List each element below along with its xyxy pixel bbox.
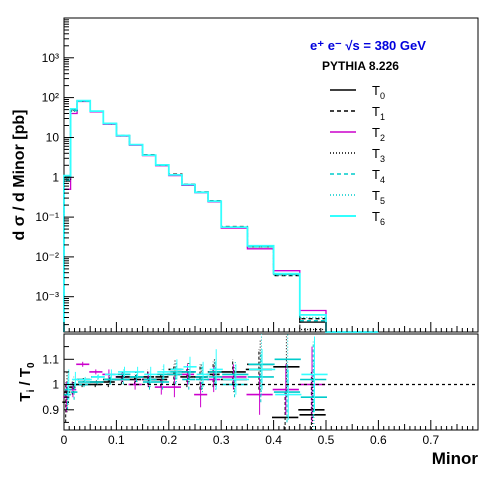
legend-label-T4: T4 <box>372 167 385 185</box>
main-histograms <box>63 99 379 333</box>
main-y-tick-label: 10⁻¹ <box>35 210 59 224</box>
legend-label-T1: T1 <box>372 104 385 122</box>
x-ticks: 0 0.1 0.2 0.3 0.4 0.5 0.6 0.7 <box>61 322 474 447</box>
legend-label-T3: T3 <box>372 146 385 164</box>
main-plot-area <box>63 17 479 333</box>
x-tick-label: 0.6 <box>370 433 387 447</box>
legend-label-T6: T6 <box>372 209 385 227</box>
x-tick-label: 0.7 <box>422 433 439 447</box>
main-y-ticks: 10³ 10² 10 1 10⁻¹ 10⁻² 10⁻³ <box>35 17 74 326</box>
main-y-tick-label: 10⁻² <box>35 250 59 264</box>
hist-series-T6 <box>63 99 379 333</box>
x-tick-label: 0.1 <box>108 433 125 447</box>
ratio-y-axis-label: Ti / T0 <box>17 362 37 402</box>
legend-label-T5: T5 <box>372 188 385 206</box>
ratio-y-tick-label: 1.1 <box>42 352 59 366</box>
x-axis-label: Minor <box>432 449 479 468</box>
legend-label-T2: T2 <box>372 125 385 143</box>
legend: T0 T1 T2 T3 T4 T5 T6 <box>330 83 385 227</box>
x-tick-label: 0.2 <box>160 433 177 447</box>
main-y-tick-label: 10⁻³ <box>35 290 59 304</box>
main-y-tick-label: 10³ <box>42 51 59 65</box>
x-tick-label: 0.5 <box>318 433 335 447</box>
main-y-tick-label: 10 <box>46 131 60 145</box>
main-y-tick-label: 1 <box>52 170 59 184</box>
main-y-axis-label: d σ / d Minor [pb] <box>11 110 28 241</box>
generator-annotation: PYTHIA 8.226 <box>322 59 399 73</box>
energy-annotation: e⁺ e⁻ √s = 380 GeV <box>310 38 426 53</box>
main-y-tick-label: 10² <box>42 91 59 105</box>
ratio-y-tick-label: 1 <box>52 378 59 392</box>
x-tick-label: 0 <box>61 433 68 447</box>
ratio-points <box>62 334 328 430</box>
legend-label-T0: T0 <box>372 83 385 101</box>
x-tick-label: 0.4 <box>265 433 282 447</box>
ratio-y-tick-label: 0.9 <box>42 403 59 417</box>
ratio-plot-area <box>63 333 479 431</box>
x-tick-label: 0.3 <box>213 433 230 447</box>
